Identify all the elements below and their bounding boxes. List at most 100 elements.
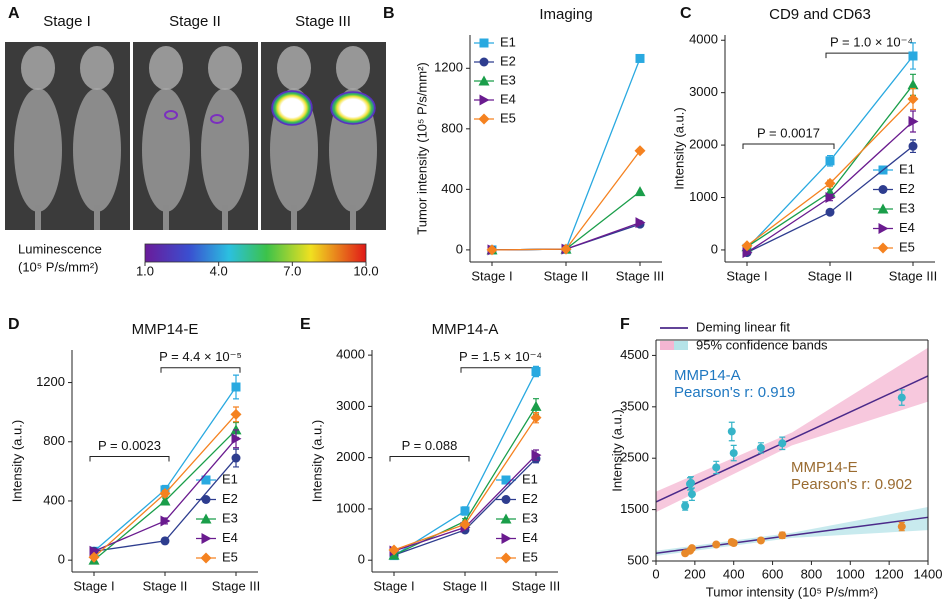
y-axis-label: Intensity (a.u.): [9, 420, 24, 502]
marker: [230, 408, 242, 420]
bracket: [89, 456, 170, 462]
signal: [164, 110, 178, 120]
y-tick-label: 0: [711, 241, 718, 256]
signal: [271, 90, 313, 126]
bracket: [742, 143, 835, 149]
y-tick-label: 4000: [689, 32, 718, 47]
p-value: P = 1.5 × 10⁻⁴: [459, 349, 542, 364]
marker: [824, 177, 836, 189]
marker: [231, 453, 241, 463]
y-tick-label: 3000: [336, 398, 365, 413]
marker: [877, 203, 889, 214]
panel-letter: C: [680, 5, 692, 22]
x-axis-label: Tumor intensity (10⁵ P/s/mm²): [706, 584, 879, 599]
point: [727, 427, 736, 436]
marker: [825, 207, 835, 217]
bracket: [460, 367, 541, 373]
point: [778, 531, 787, 540]
p-value: P = 0.088: [402, 438, 458, 453]
bracket: [825, 52, 918, 59]
x-tick-label: 1200: [875, 566, 904, 581]
bracket: [160, 367, 241, 373]
p-value: P = 0.0023: [98, 438, 161, 453]
colorbar-tick-label: 7.0: [283, 263, 301, 278]
marker: [825, 192, 836, 204]
chart-title: CD9 and CD63: [769, 6, 871, 23]
marker: [878, 185, 888, 194]
y-axis-label: Tumor intensity (10⁵ P/s/mm²): [414, 62, 429, 235]
series-name: MMP14-A: [674, 367, 741, 384]
colorbar-tick-label: 10.0: [353, 263, 378, 278]
x-tick-label: 0: [652, 566, 659, 581]
marker: [530, 412, 542, 424]
panel-letter: E: [300, 316, 311, 333]
x-tick-label: 800: [801, 566, 823, 581]
stage-label: Stage I: [43, 13, 91, 30]
marker: [908, 116, 919, 128]
mouse-tail: [222, 205, 228, 230]
marker: [159, 495, 171, 506]
legend-label: E5: [899, 239, 915, 254]
mouse-body: [142, 88, 190, 212]
x-tick-label: 200: [684, 566, 706, 581]
marker: [460, 506, 470, 516]
marker: [877, 242, 889, 254]
marker: [500, 552, 512, 564]
legend-label: E2: [522, 491, 538, 506]
marker: [531, 367, 541, 377]
marker: [741, 240, 753, 252]
x-tick-label: Stage II: [544, 268, 589, 283]
marker: [907, 79, 919, 90]
marker: [530, 400, 542, 411]
y-tick-label: 0: [358, 552, 365, 567]
x-tick-label: Stage II: [443, 578, 488, 593]
marker: [825, 156, 835, 166]
marker: [501, 533, 512, 544]
y-tick-label: 1500: [620, 501, 649, 516]
stage-label: Stage III: [295, 13, 351, 30]
marker: [635, 217, 646, 229]
marker: [459, 518, 471, 530]
mouse-tail: [94, 205, 100, 230]
legend-label: E3: [222, 510, 238, 525]
y-tick-label: 800: [441, 120, 463, 135]
marker: [201, 495, 211, 504]
y-tick-label: 1200: [434, 60, 463, 75]
y-tick-label: 2000: [689, 137, 718, 152]
colorbar-tick-label: 4.0: [210, 263, 228, 278]
colorbar-unit: (10⁵ P/s/mm²): [18, 259, 99, 274]
legend-label: E1: [899, 161, 915, 176]
panel-letter: D: [8, 316, 20, 333]
legend-label: E4: [222, 530, 238, 545]
series-line: [491, 191, 641, 251]
p-value: P = 0.0017: [757, 125, 820, 140]
fit-line: [655, 375, 929, 503]
signal: [330, 91, 376, 125]
series-line: [491, 150, 641, 251]
x-tick-label: Stage I: [373, 578, 414, 593]
marker: [531, 449, 542, 461]
legend-label: E3: [500, 72, 516, 87]
y-axis-label: Intensity (a.u.): [309, 420, 324, 502]
mouse-head: [21, 46, 55, 90]
marker: [479, 57, 489, 67]
panel-a: A Stage I Stage II Stage III Luminescenc…: [5, 5, 386, 278]
p-value: P = 1.0 × 10⁻⁴: [830, 35, 913, 50]
x-tick-label: 600: [762, 566, 784, 581]
point: [756, 536, 765, 545]
legend-label: E1: [522, 471, 538, 486]
colorbar: [144, 243, 367, 263]
pearson-r: Pearson's r: 0.919: [674, 384, 795, 401]
bracket: [389, 456, 470, 462]
point: [897, 393, 906, 402]
marker: [500, 513, 512, 524]
legend-label: E2: [500, 53, 516, 68]
marker: [200, 513, 212, 524]
point: [687, 544, 696, 553]
marker: [88, 551, 100, 563]
y-axis-label: Intensity (a.u.): [671, 107, 686, 189]
x-tick-label: Stage II: [143, 578, 188, 593]
chart-title: MMP14-E: [132, 321, 199, 338]
legend-label: E4: [522, 530, 538, 545]
